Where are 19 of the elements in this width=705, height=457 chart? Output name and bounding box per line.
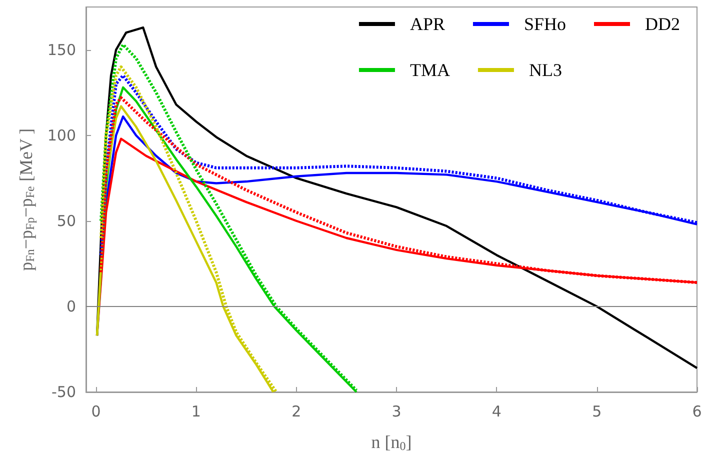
x-tick-label: 4	[492, 402, 502, 420]
x-tick-label: 2	[292, 402, 302, 420]
y-axis-title: pFn−pFp−pFe [MeV ]	[16, 128, 37, 271]
x-tick-label: 0	[91, 402, 101, 420]
y-tick-label: 50	[56, 212, 76, 230]
legend-label: TMA	[410, 60, 450, 80]
x-tick-label: 6	[692, 402, 702, 420]
legend-label: SFHo	[524, 14, 566, 34]
legend-label: APR	[410, 14, 445, 34]
x-tick-label: 3	[392, 402, 402, 420]
legend-label: DD2	[645, 14, 680, 34]
line-series	[100, 65, 278, 394]
y-tick-label: -50	[52, 383, 76, 401]
x-tick-label: 1	[191, 402, 201, 420]
y-tick-label: 0	[66, 297, 76, 316]
x-tick-label: 5	[592, 402, 602, 420]
y-tick-label: 150	[47, 40, 76, 59]
y-tick-label: 100	[47, 126, 76, 144]
legend-label: NL3	[528, 60, 562, 80]
